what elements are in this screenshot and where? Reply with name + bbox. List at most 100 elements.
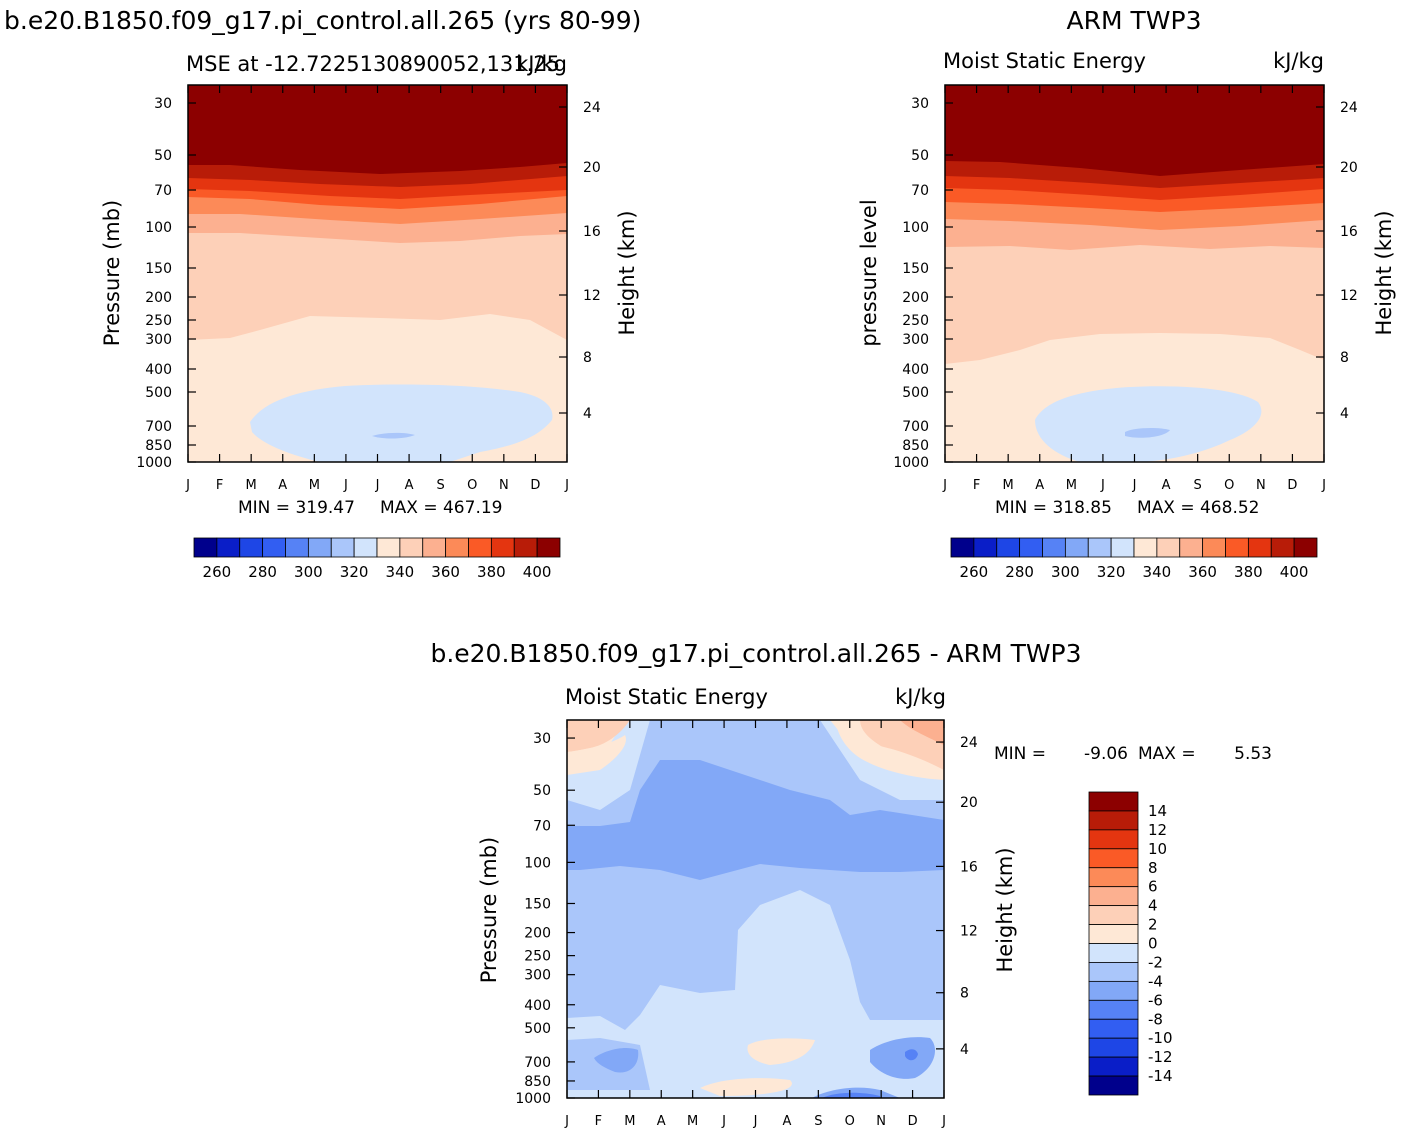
diff-region-cream-patch xyxy=(747,1038,815,1065)
colorbar-label: 360 xyxy=(431,563,460,581)
colorbar-label: 280 xyxy=(248,563,277,581)
colorbar-swatch xyxy=(1064,537,1089,558)
colorbar-label: -12 xyxy=(1148,1048,1173,1066)
pressure-tick-label: 1000 xyxy=(136,455,172,471)
pressure-tick-label: 300 xyxy=(145,332,172,348)
colorbar-label: -10 xyxy=(1148,1029,1173,1047)
pressure-tick-label: 100 xyxy=(524,855,551,871)
pressure-tick-label: 50 xyxy=(911,148,929,164)
x-tick-label: D xyxy=(908,1114,918,1129)
panel-obs-colorbar: 260 280 300 320 340 360 380 400 xyxy=(950,537,1318,581)
pressure-tick-label: 100 xyxy=(902,220,929,236)
x-tick-label: A xyxy=(782,1114,791,1129)
panel-model-field xyxy=(188,85,567,462)
panel-diff-subtitle: Moist Static Energy xyxy=(565,685,768,709)
x-tick-label: J xyxy=(375,478,380,493)
colorbar-swatch xyxy=(330,537,355,558)
panel-diff-max-value: 5.53 xyxy=(1234,744,1272,764)
x-tick-label: N xyxy=(1256,478,1266,493)
colorbar-label: 280 xyxy=(1005,563,1034,581)
mse-region-lightblue xyxy=(250,384,553,462)
colorbar-swatch xyxy=(1270,537,1295,558)
panel-model: b.e20.B1850.f09_g17.pi_control.all.265 (… xyxy=(4,6,641,581)
x-tick-label: M xyxy=(687,1114,698,1129)
pressure-tick-label: 1000 xyxy=(515,1091,551,1107)
panel-model-colorbar: 260 280 300 320 340 360 380 400 xyxy=(193,537,561,581)
x-tick-label: O xyxy=(845,1114,855,1129)
pressure-tick-label: 150 xyxy=(902,261,929,277)
height-tick-label: 20 xyxy=(1340,160,1358,176)
colorbar-swatch xyxy=(285,537,309,558)
colorbar-swatch xyxy=(1088,810,1139,831)
diff-region-cream-bottom xyxy=(700,1078,792,1096)
colorbar-swatch xyxy=(1088,791,1139,812)
pressure-tick-label: 70 xyxy=(154,183,172,199)
colorbar-swatch xyxy=(1133,537,1158,558)
colorbar-label: 10 xyxy=(1148,840,1167,858)
pressure-tick-label: 30 xyxy=(154,96,172,112)
x-tick-label: J xyxy=(721,1114,726,1129)
height-tick-label: 24 xyxy=(583,100,601,116)
pressure-tick-label: 500 xyxy=(902,385,929,401)
x-tick-label: J xyxy=(941,1114,946,1129)
x-tick-label: M xyxy=(624,1114,635,1129)
colorbar-swatch xyxy=(1293,537,1318,558)
diff-region-cream-topleft xyxy=(567,720,630,752)
colorbar-label: 12 xyxy=(1148,821,1167,839)
x-tick-label: N xyxy=(876,1114,886,1129)
obs-region-lightblue xyxy=(1035,386,1262,462)
colorbar-swatch xyxy=(536,537,561,558)
pressure-tick-label: 250 xyxy=(524,949,551,965)
colorbar-swatch xyxy=(1088,924,1139,944)
pressure-tick-label: 200 xyxy=(902,290,929,306)
panel-model-ylabel: Pressure (mb) xyxy=(100,200,124,347)
x-tick-label: J xyxy=(343,478,348,493)
obs-region-blue xyxy=(1125,427,1170,438)
pressure-tick-label: 150 xyxy=(524,896,551,912)
colorbar-swatch xyxy=(262,537,286,558)
panel-model-units: kJ/kg xyxy=(516,52,567,76)
panel-obs-y2label: Height (km) xyxy=(1372,210,1396,335)
colorbar-swatch xyxy=(1202,537,1226,558)
x-tick-label: F xyxy=(216,478,223,493)
colorbar-swatch xyxy=(1088,905,1139,925)
colorbar-label: 4 xyxy=(1148,897,1158,915)
pressure-tick-label: 300 xyxy=(902,332,929,348)
diff-region-blue-bottom-core xyxy=(822,1092,880,1098)
pressure-tick-label: 500 xyxy=(145,385,172,401)
pressure-tick-label: 30 xyxy=(911,96,929,112)
height-tick-label: 24 xyxy=(960,735,978,751)
colorbar-swatch xyxy=(468,537,492,558)
x-tick-label: M xyxy=(1003,478,1014,493)
x-tick-label: J xyxy=(185,478,190,493)
colorbar-swatch xyxy=(1019,537,1043,558)
panel-diff-ticks: J F M A M J J A S O N D J 30 50 70 100 150 200 250 300 400 500… xyxy=(515,720,978,1129)
colorbar-swatch xyxy=(399,537,424,558)
height-tick-label: 16 xyxy=(960,859,978,875)
x-tick-label: F xyxy=(973,478,980,493)
pressure-tick-label: 70 xyxy=(911,183,929,199)
colorbar-swatch xyxy=(216,537,241,558)
height-tick-label: 4 xyxy=(960,1042,969,1058)
panel-obs-field xyxy=(945,85,1324,462)
panel-diff-units: kJ/kg xyxy=(895,685,946,709)
height-tick-label: 20 xyxy=(960,795,978,811)
pressure-tick-label: 400 xyxy=(902,362,929,378)
colorbar-swatch xyxy=(1088,848,1139,869)
pressure-tick-label: 850 xyxy=(902,438,929,454)
x-tick-label: F xyxy=(595,1114,602,1129)
colorbar-swatch xyxy=(376,537,401,558)
x-tick-label: O xyxy=(1224,478,1234,493)
colorbar-swatch xyxy=(1088,1075,1139,1096)
colorbar-swatch xyxy=(193,537,218,558)
x-tick-label: S xyxy=(814,1114,822,1129)
colorbar-swatch xyxy=(1088,1056,1139,1077)
colorbar-swatch xyxy=(1088,999,1139,1020)
pressure-tick-label: 200 xyxy=(524,926,551,942)
pressure-tick-label: 400 xyxy=(524,998,551,1014)
diff-region-cream-topright xyxy=(835,720,944,780)
panel-diff-min-label: MIN = xyxy=(994,744,1046,764)
x-tick-label: S xyxy=(437,478,445,493)
height-tick-label: 16 xyxy=(583,224,601,240)
